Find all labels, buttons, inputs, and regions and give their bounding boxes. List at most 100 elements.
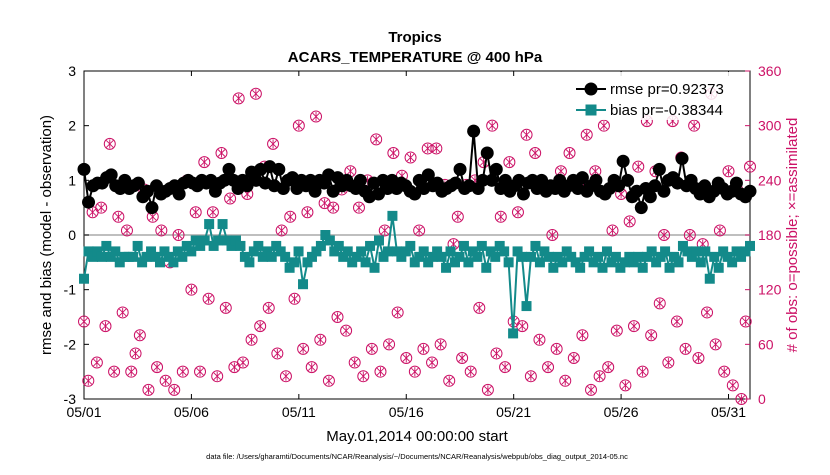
- bias-marker: [548, 262, 559, 273]
- bias-marker: [204, 219, 215, 230]
- bias-marker: [105, 251, 116, 262]
- rmse-marker: [272, 162, 286, 176]
- obs-marker-cross: [316, 335, 325, 345]
- bias-marker: [561, 246, 572, 257]
- bias-marker: [610, 251, 621, 262]
- obs-marker: [597, 119, 610, 132]
- bias-marker: [409, 257, 420, 268]
- rmse-marker: [77, 162, 91, 176]
- obs-marker-cross: [436, 339, 445, 349]
- obs-marker-cross: [256, 321, 264, 331]
- bias-marker: [472, 251, 483, 262]
- obs-marker-cross: [217, 148, 226, 158]
- obs-marker-cross: [385, 339, 393, 349]
- obs-marker-cross: [548, 230, 557, 240]
- obs-marker-cross: [531, 148, 539, 158]
- obs-marker-cross: [118, 307, 127, 317]
- obs-marker-cross: [612, 326, 621, 336]
- obs-marker-cross: [475, 303, 484, 313]
- bias-marker: [485, 246, 496, 257]
- y-left-tick-label: -2: [64, 336, 77, 352]
- bias-marker: [619, 257, 630, 268]
- bias-marker: [414, 251, 425, 262]
- obs-marker-cross: [746, 162, 754, 172]
- bias-marker: [128, 251, 139, 262]
- obs-marker-cross: [333, 312, 342, 322]
- obs-marker: [103, 137, 116, 150]
- obs-marker-cross: [466, 367, 475, 377]
- bias-marker: [374, 235, 385, 246]
- bias-marker: [141, 251, 152, 262]
- obs-marker: [718, 365, 731, 378]
- bias-marker: [669, 251, 680, 262]
- obs-marker: [133, 329, 146, 342]
- obs-marker: [688, 119, 701, 132]
- obs-marker-cross: [527, 371, 535, 381]
- obs-marker: [232, 92, 245, 105]
- rmse-marker: [652, 162, 666, 176]
- obs-marker: [82, 374, 95, 387]
- obs-marker-cross: [277, 225, 286, 235]
- bias-marker: [365, 240, 376, 251]
- obs-marker: [426, 356, 439, 369]
- obs-marker: [645, 329, 658, 342]
- rmse-marker: [421, 168, 435, 182]
- obs-marker-cross: [660, 230, 668, 240]
- obs-marker-cross: [295, 121, 303, 131]
- bias-marker: [311, 246, 322, 257]
- obs-marker-cross: [595, 371, 604, 381]
- y-axis-label-left: rmse and bias (model - observation): [38, 115, 55, 355]
- bias-marker: [154, 257, 165, 268]
- bias-marker: [579, 251, 590, 262]
- bias-marker: [673, 257, 684, 268]
- obs-marker: [658, 229, 671, 241]
- obs-marker: [194, 365, 207, 378]
- obs-marker: [202, 292, 215, 305]
- bias-marker: [606, 257, 617, 268]
- bias-marker: [503, 257, 514, 268]
- bias-marker: [208, 240, 219, 251]
- obs-marker-cross: [110, 367, 118, 377]
- bias-marker: [159, 246, 170, 257]
- obs-marker-cross: [282, 371, 290, 381]
- obs-marker-cross: [454, 212, 462, 222]
- obs-marker: [683, 229, 696, 241]
- obs-marker-cross: [393, 307, 402, 317]
- x-tick-label: 05/16: [389, 404, 424, 420]
- bias-marker: [601, 246, 612, 257]
- obs-marker-cross: [88, 207, 97, 217]
- obs-marker: [490, 347, 503, 360]
- y-right-tick-label: 120: [758, 282, 782, 298]
- bias-marker: [168, 257, 179, 268]
- bias-marker: [137, 257, 148, 268]
- obs-marker: [494, 210, 507, 223]
- rmse-marker: [489, 162, 503, 176]
- obs-marker: [434, 338, 447, 351]
- bias-marker: [570, 257, 581, 268]
- bias-marker: [172, 246, 183, 257]
- obs-marker: [348, 356, 361, 369]
- obs-marker-cross: [299, 344, 307, 354]
- x-tick-label: 05/01: [66, 404, 101, 420]
- rmse-marker: [589, 173, 603, 187]
- obs-marker-cross: [406, 153, 415, 163]
- bias-marker: [87, 251, 98, 262]
- bias-marker: [329, 246, 340, 257]
- obs-marker: [219, 301, 232, 314]
- obs-marker: [314, 333, 327, 346]
- rmse-marker: [145, 201, 159, 215]
- obs-marker-cross: [342, 326, 350, 336]
- axes: 05/01 05/06 05/11 05/16 05/21 05/26 05/31 -3 -2 -…: [64, 63, 782, 420]
- bias-marker: [512, 246, 523, 257]
- bias-marker: [615, 262, 626, 273]
- obs-marker-cross: [544, 362, 552, 372]
- y-left-tick-label: 0: [68, 227, 76, 243]
- legend-rmse-label: rmse pr=0.92373: [610, 81, 724, 98]
- bias-marker: [660, 246, 671, 257]
- obs-marker-cross: [226, 194, 234, 204]
- obs-marker-cross: [269, 139, 277, 149]
- rmse-marker: [675, 151, 689, 165]
- obs-marker-cross: [230, 362, 239, 372]
- obs-marker-cross: [376, 367, 385, 377]
- x-tick-label: 05/21: [496, 404, 531, 420]
